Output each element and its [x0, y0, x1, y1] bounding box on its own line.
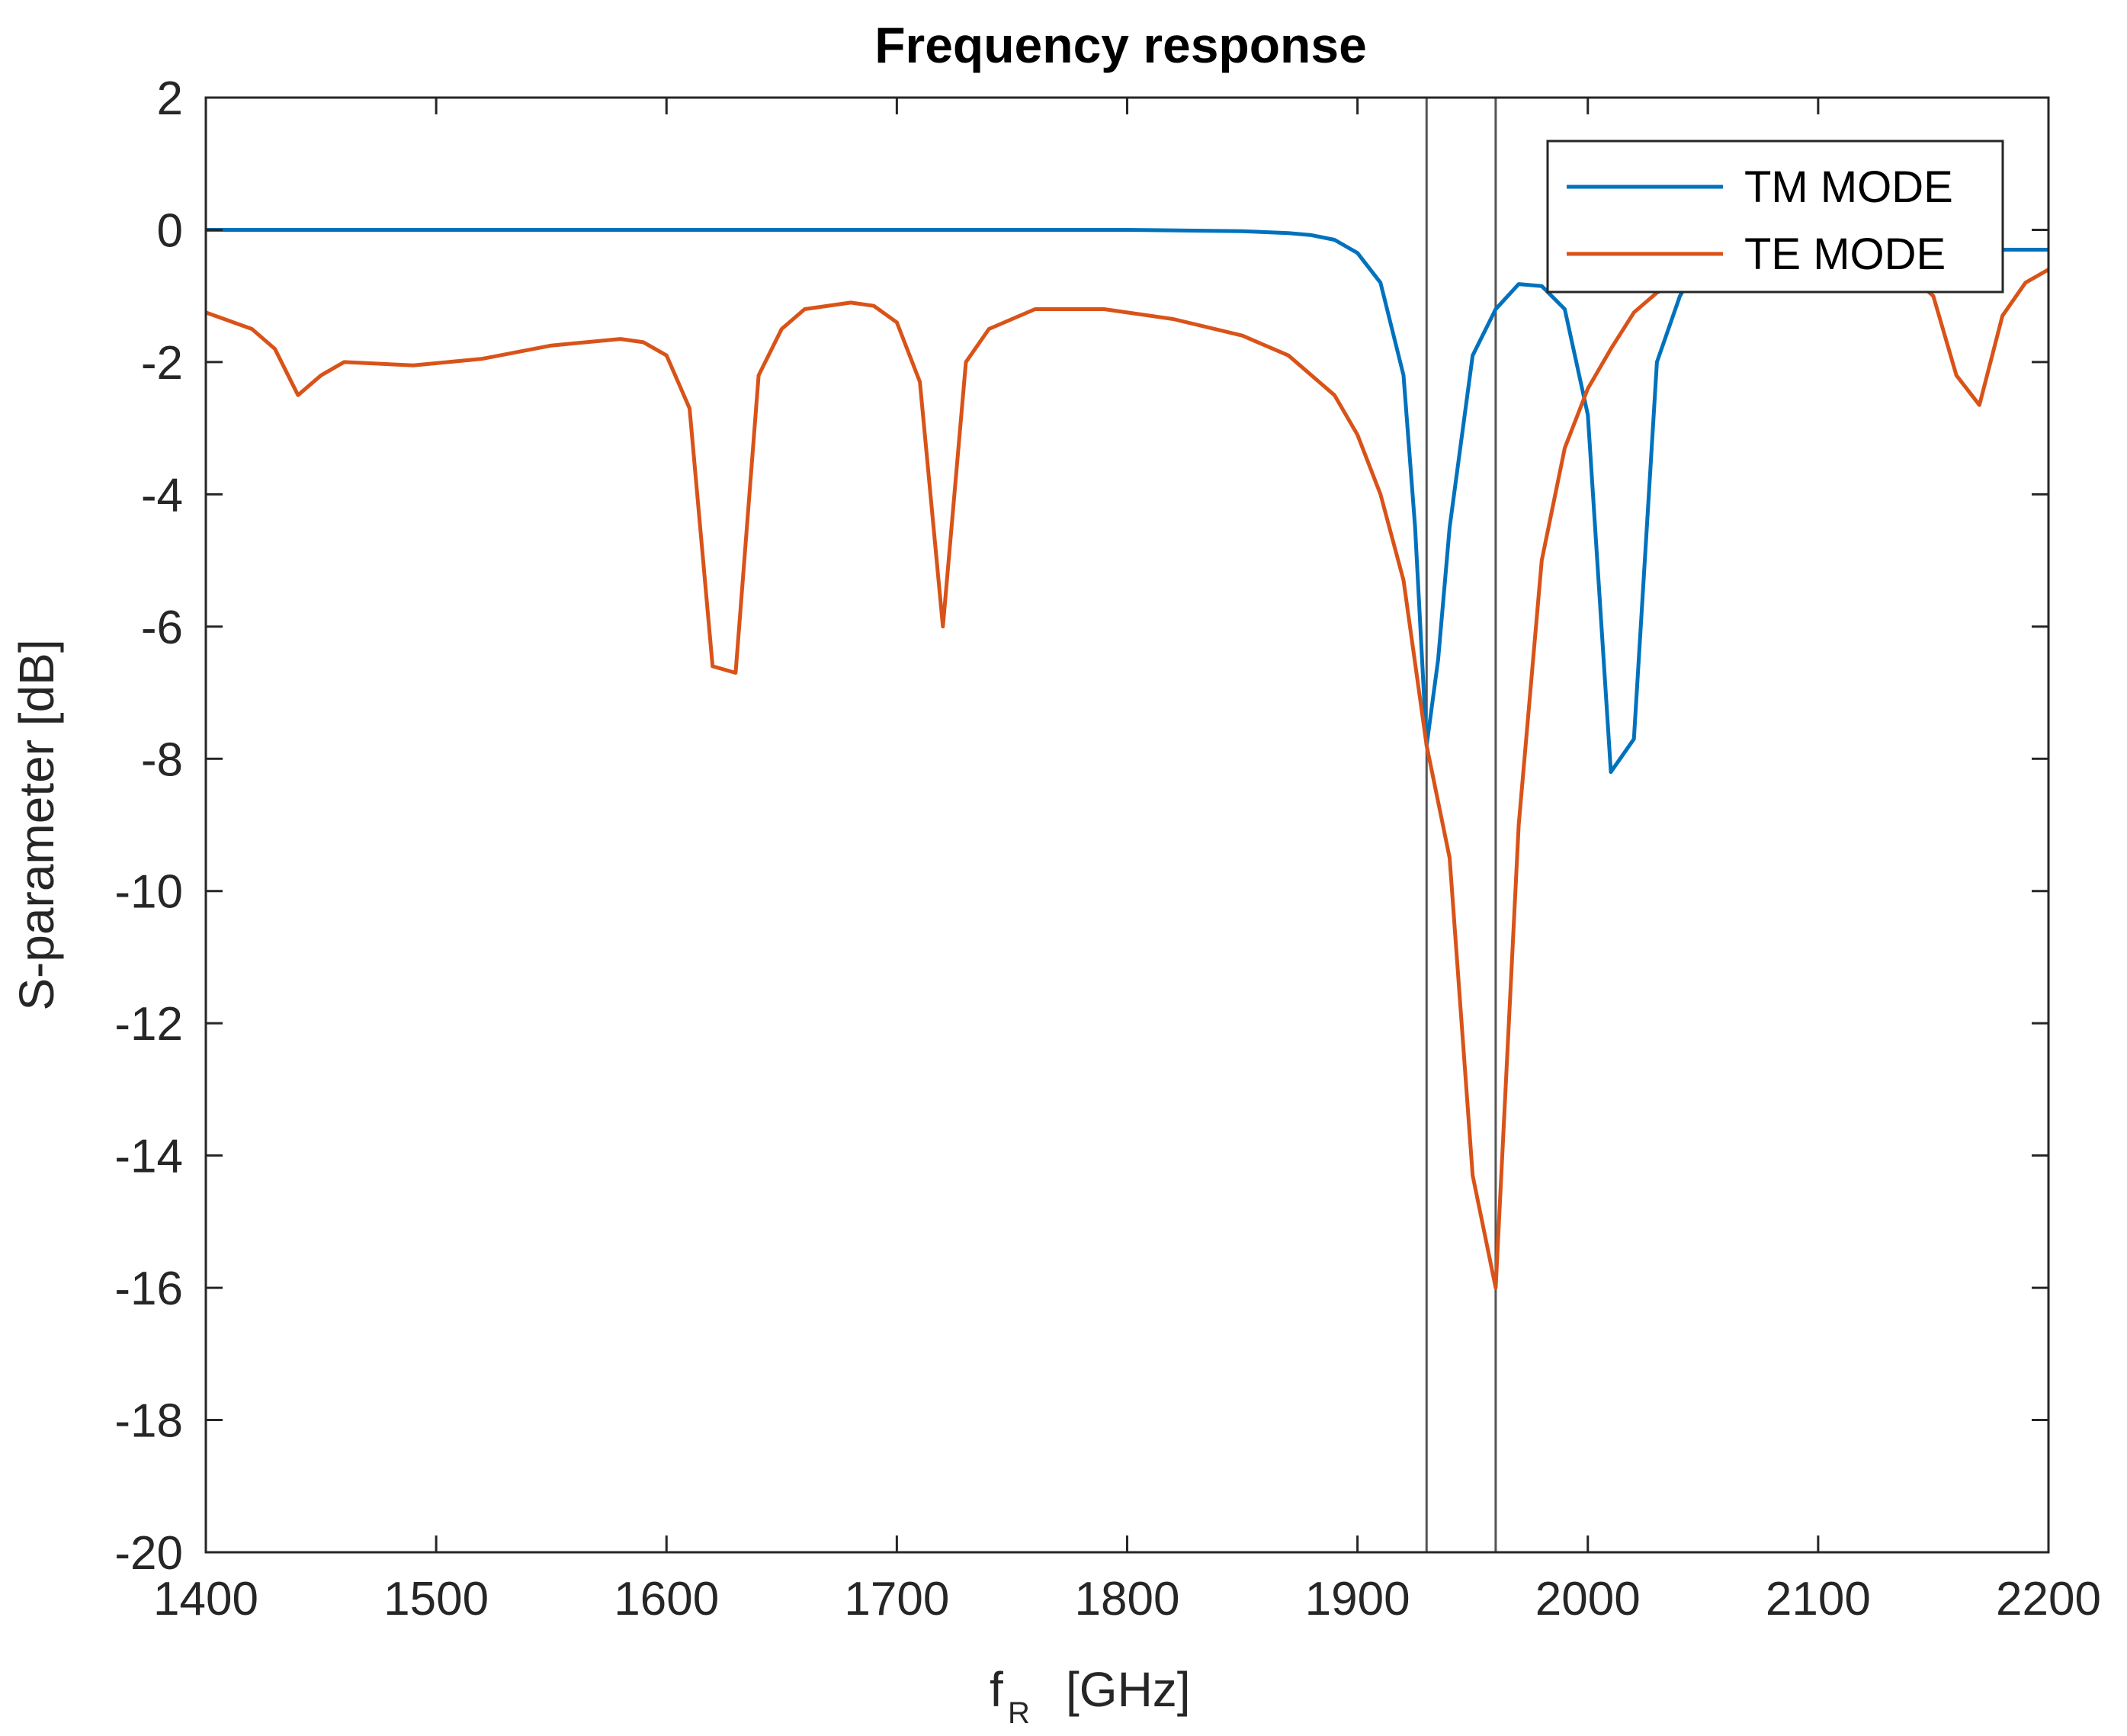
legend-label: TM MODE — [1744, 162, 1953, 212]
x-tick-label: 1400 — [153, 1573, 258, 1625]
plot-background — [206, 98, 2048, 1552]
y-tick-label: -18 — [114, 1395, 183, 1448]
y-tick-label: -6 — [141, 602, 183, 654]
y-tick-label: -2 — [141, 337, 183, 390]
y-tick-label: -20 — [114, 1527, 183, 1580]
chart-title: Frequency response — [874, 17, 1367, 73]
x-axis-label-subscript: R — [1008, 1696, 1030, 1730]
y-tick-label: 0 — [157, 204, 183, 257]
x-tick-label: 1500 — [383, 1573, 489, 1625]
legend-box — [1546, 140, 2004, 294]
y-axis-label: S-parameter [dB] — [9, 639, 64, 1010]
x-tick-label: 2100 — [1766, 1573, 1871, 1625]
axes-layer — [204, 96, 2050, 1554]
x-axis-label-unit: [GHz] — [1066, 1662, 1191, 1717]
x-tick-label: 1600 — [614, 1573, 719, 1625]
x-tick-label: 1900 — [1305, 1573, 1410, 1625]
y-tick-label: -4 — [141, 469, 183, 521]
legend: TM MODE TE MODE — [1546, 140, 2004, 294]
x-tick-label: 2200 — [1996, 1573, 2101, 1625]
x-axis-label-main: f — [990, 1662, 1003, 1717]
y-tick-label: -10 — [114, 866, 183, 919]
y-tick-label: -16 — [114, 1263, 183, 1315]
x-tick-label: 1700 — [844, 1573, 949, 1625]
x-tick-label: 1800 — [1075, 1573, 1180, 1625]
plot-area — [204, 96, 2050, 1554]
y-tick-label: 2 — [157, 72, 183, 125]
legend-label: TE MODE — [1744, 229, 1946, 279]
y-tick-label: -12 — [114, 998, 183, 1051]
y-tick-label: -8 — [141, 733, 183, 786]
series-line-tm-mode — [206, 228, 2048, 775]
y-tick-label: -14 — [114, 1131, 183, 1183]
vertical-markers — [1425, 98, 1497, 1552]
x-axis-label: f R [GHz] — [990, 1662, 1191, 1730]
x-tick-label: 2000 — [1535, 1573, 1641, 1625]
tick-labels: 1400 1500 1600 1700 1800 1900 2000 2100 2200 2 0 -2… — [114, 72, 2101, 1625]
